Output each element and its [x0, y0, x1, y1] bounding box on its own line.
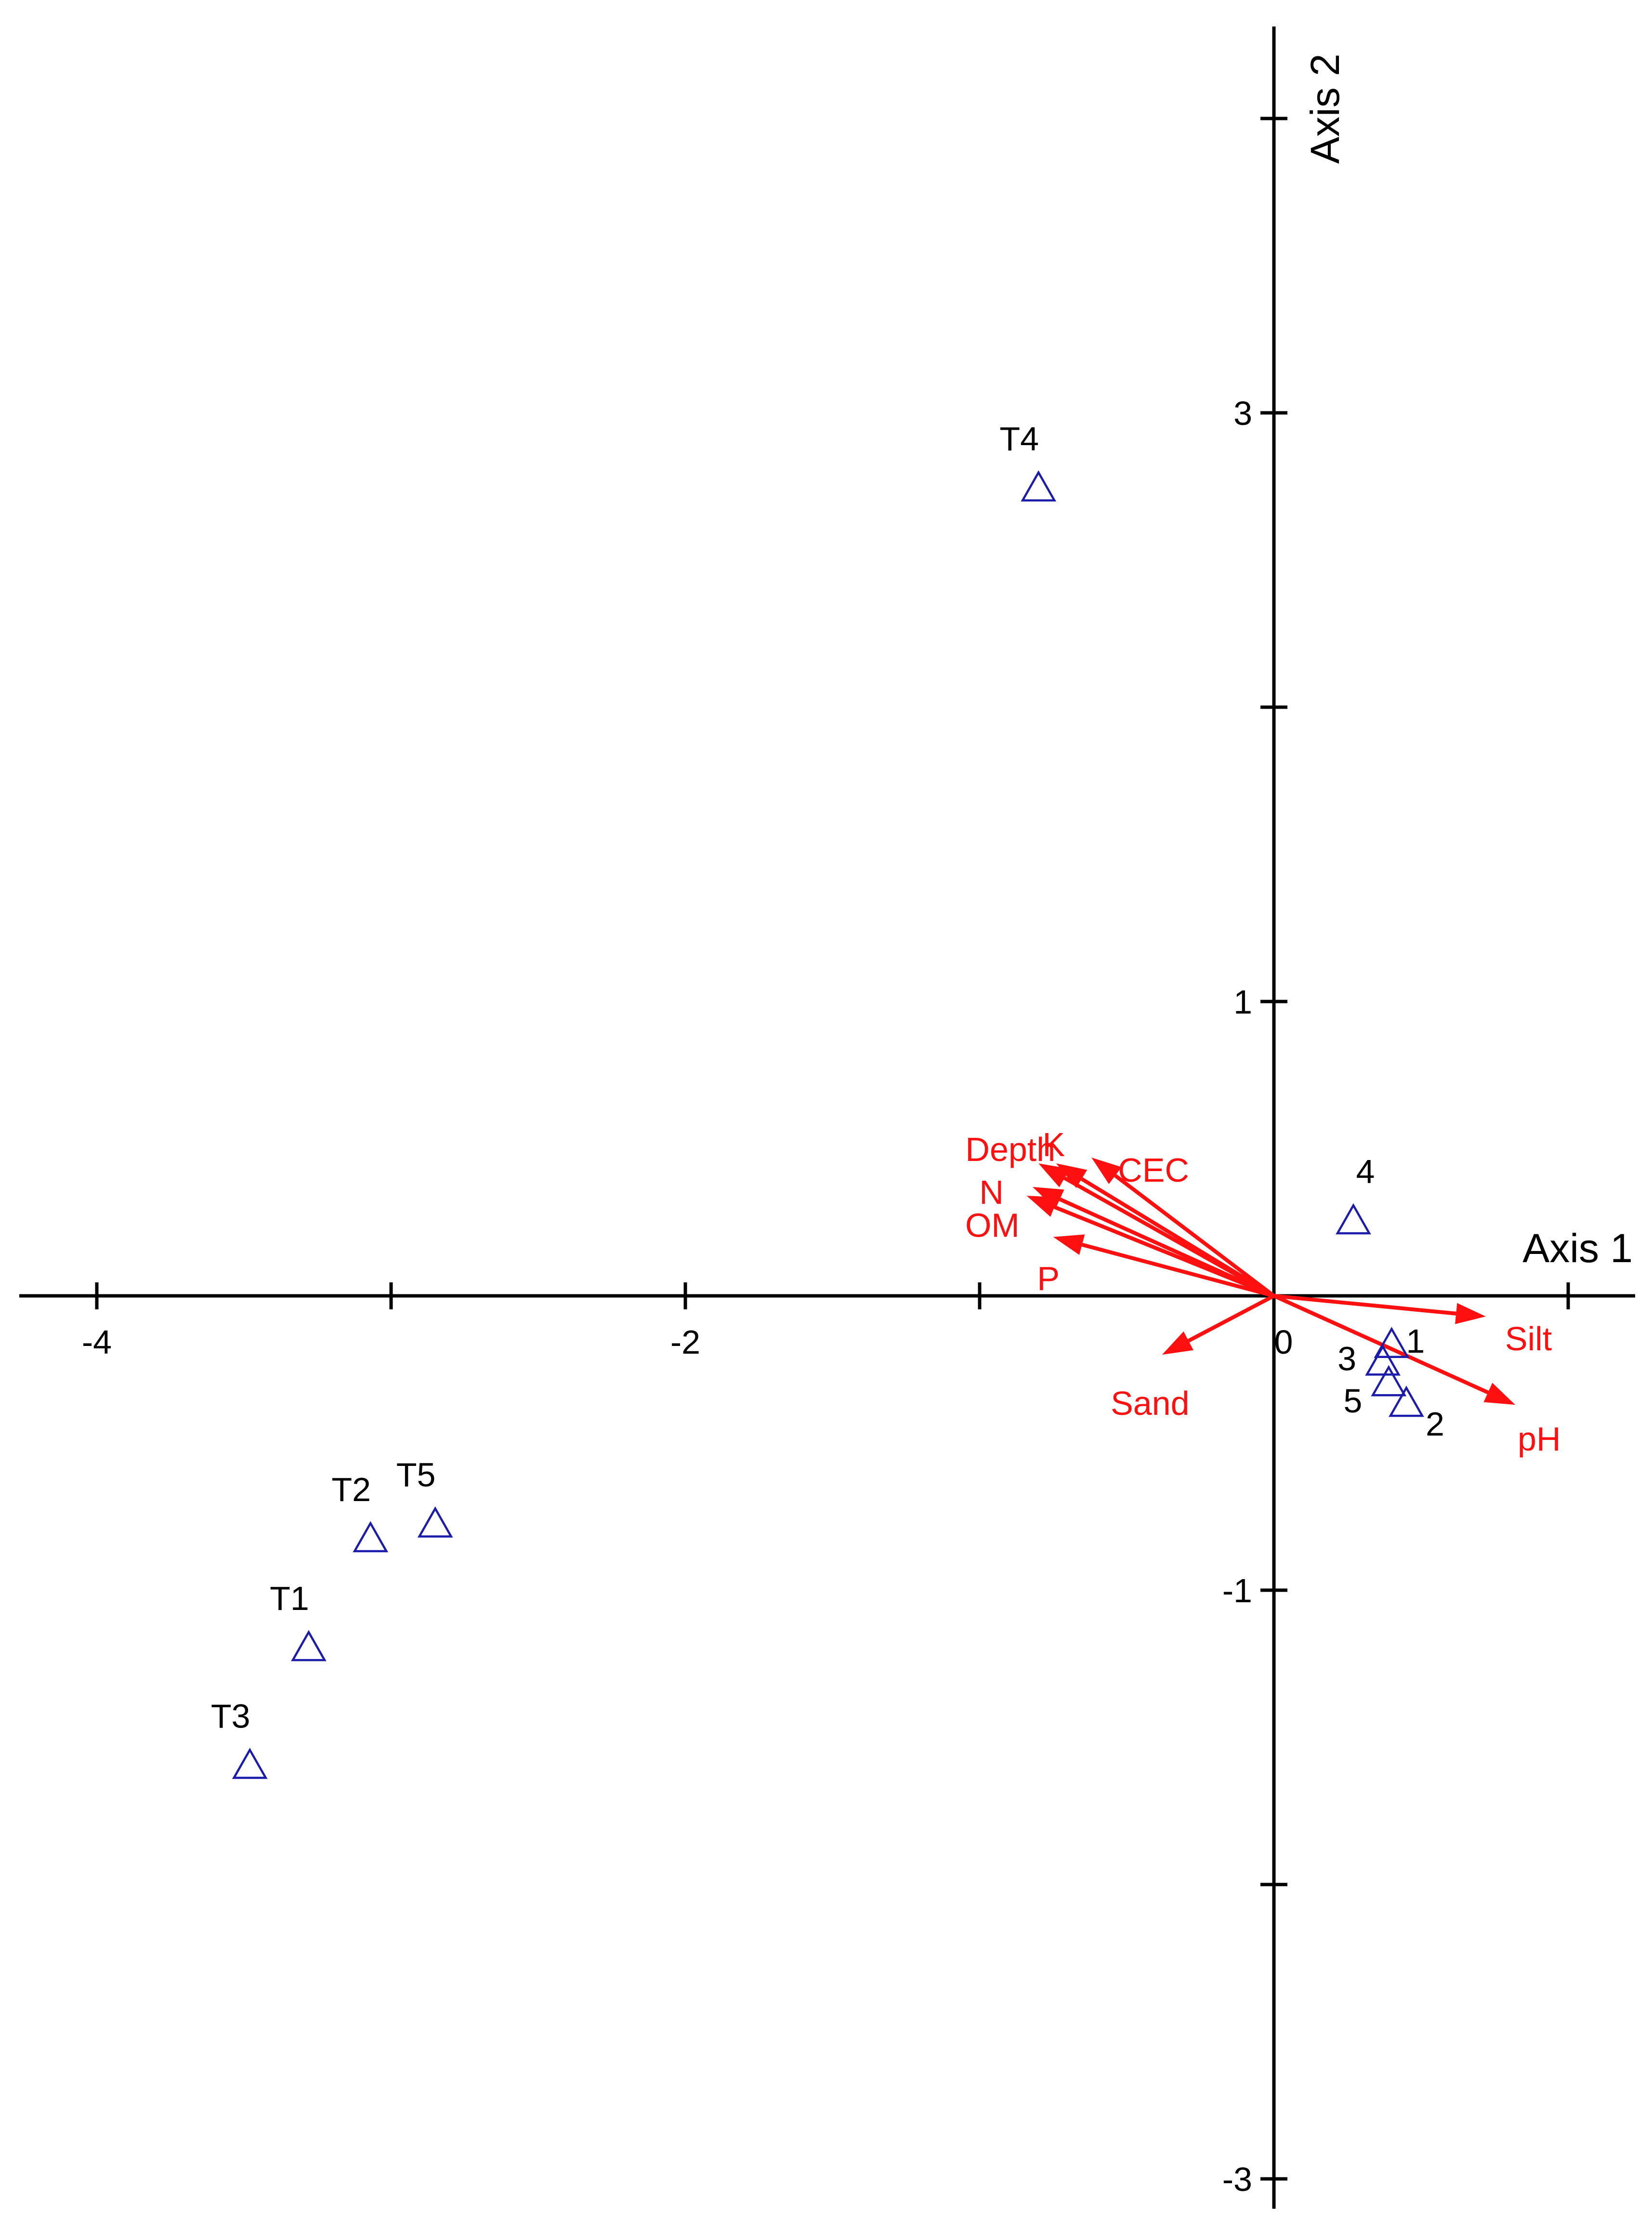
- site-marker-4: [1336, 1203, 1371, 1235]
- vector-line-k: [1080, 1177, 1275, 1298]
- site-label-4: 4: [1356, 1153, 1375, 1190]
- site-label-t2: T2: [331, 1471, 371, 1508]
- vector-arrowhead-silt: [1455, 1303, 1486, 1324]
- y-tick-label: 3: [1233, 395, 1252, 432]
- y-tick-label: -3: [1222, 2161, 1252, 2198]
- site-marker-t3: [232, 1747, 268, 1779]
- vector-arrowhead-om: [1026, 1196, 1059, 1217]
- vector-arrowhead-ph: [1483, 1383, 1516, 1405]
- vector-line-ph: [1273, 1294, 1489, 1395]
- vector-arrowhead-cec: [1091, 1157, 1122, 1184]
- x-tick-label: -4: [82, 1323, 112, 1361]
- vector-label-n: N: [979, 1173, 1004, 1211]
- site-marker-t1: [291, 1630, 327, 1661]
- vector-label-ph: pH: [1518, 1420, 1560, 1458]
- vector-line-silt: [1273, 1294, 1456, 1316]
- vector-label-sand: Sand: [1111, 1384, 1189, 1422]
- site-marker-5: [1371, 1365, 1407, 1397]
- vector-line-cec: [1114, 1174, 1275, 1298]
- site-label-t1: T1: [270, 1580, 309, 1617]
- y-tick-label: -1: [1222, 1572, 1252, 1609]
- site-marker-t2: [353, 1521, 389, 1553]
- site-marker-1: [1374, 1327, 1410, 1358]
- site-marker-2: [1389, 1385, 1424, 1417]
- vector-line-p: [1081, 1242, 1275, 1298]
- site-marker-t5: [417, 1506, 453, 1538]
- vector-label-depth: Depth: [965, 1131, 1055, 1168]
- vector-label-silt: Silt: [1505, 1320, 1552, 1358]
- y-axis-title: Axis 2: [1302, 53, 1348, 164]
- site-marker-t4: [1021, 470, 1057, 501]
- x-tick-label: 0: [1274, 1323, 1293, 1361]
- site-label-t3: T3: [211, 1697, 250, 1735]
- vector-arrowhead-p: [1053, 1234, 1085, 1255]
- y-axis-ticks: -3 -1 1 3: [1222, 117, 1287, 2198]
- vector-label-om: OM: [965, 1206, 1020, 1244]
- site-label-5: 5: [1343, 1382, 1362, 1420]
- site-label-1: 1: [1406, 1322, 1425, 1360]
- vector-arrowhead-sand: [1162, 1331, 1193, 1355]
- site-label-3: 3: [1337, 1340, 1356, 1377]
- vector-label-cec: CEC: [1118, 1151, 1189, 1189]
- site-label-t4: T4: [999, 420, 1039, 458]
- vector-arrowhead-k: [1056, 1163, 1088, 1188]
- x-axis-title: Axis 1: [1522, 1226, 1633, 1271]
- site-points: T4 T2 T5 T1 T3 4 1 3 5 2: [211, 420, 1444, 1779]
- vector-label-p: P: [1037, 1260, 1060, 1297]
- vector-line-om: [1053, 1205, 1275, 1298]
- vector-label-k: K: [1043, 1126, 1065, 1163]
- site-label-t5: T5: [396, 1456, 436, 1493]
- site-label-2: 2: [1426, 1405, 1444, 1443]
- x-tick-label: -2: [670, 1323, 700, 1361]
- vector-line-sand: [1187, 1294, 1275, 1343]
- y-tick-label: 1: [1233, 983, 1252, 1021]
- site-marker-3: [1365, 1344, 1401, 1376]
